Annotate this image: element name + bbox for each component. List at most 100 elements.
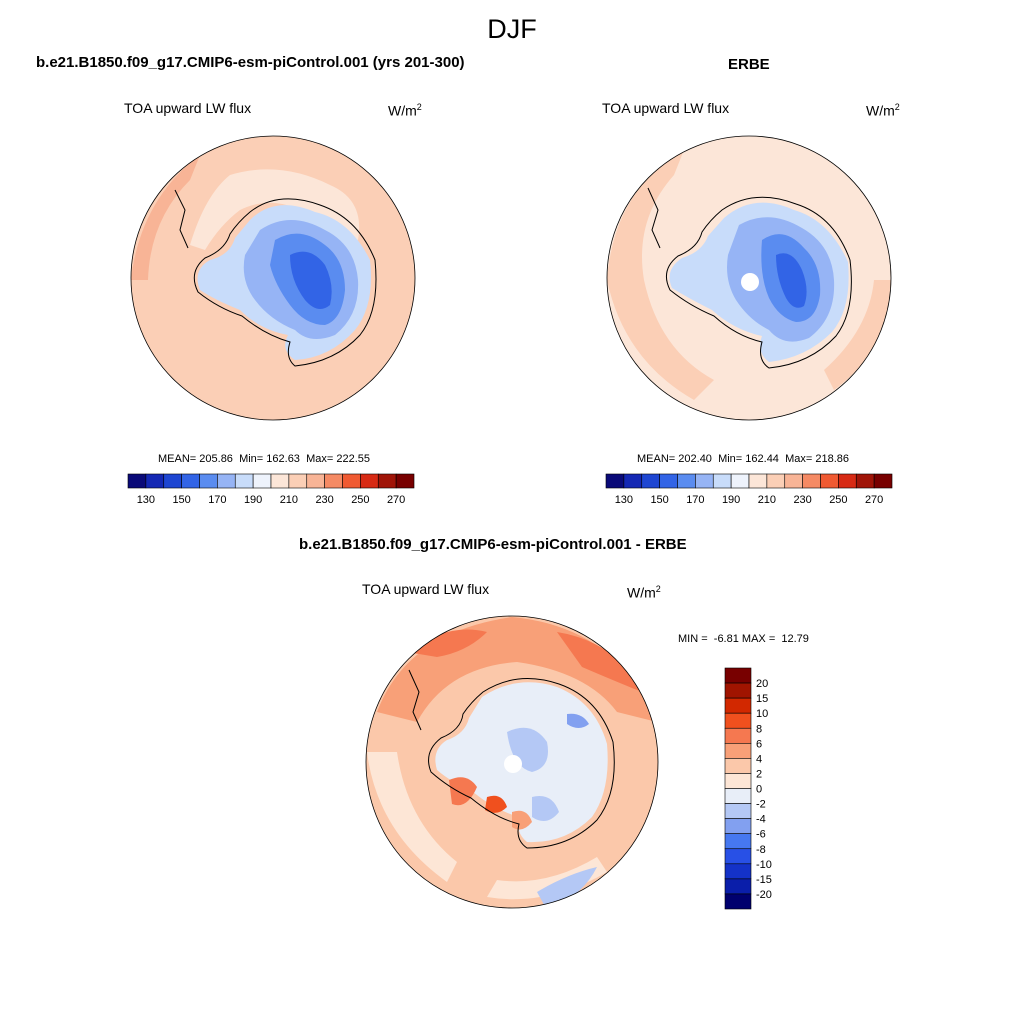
model-stats: MEAN= 205.86 Min= 162.63 Max= 222.55 <box>158 453 370 465</box>
model-colorbar-swatch <box>217 473 236 489</box>
obs-colorbar-label: 130 <box>615 494 633 506</box>
obs-colorbar: 130 150 170 190 210 230 250 270 <box>605 473 893 506</box>
diff-colorbar-label: -10 <box>756 859 772 871</box>
diff-colorbar-label: 8 <box>756 723 762 735</box>
diff-north-patch-2 <box>557 632 642 692</box>
obs-colorbar-label: 230 <box>793 494 811 506</box>
obs-map-border <box>606 135 892 421</box>
model-colorbar-swatch <box>234 473 254 489</box>
diff-missing-data-pole <box>504 755 522 773</box>
model-colorbar-swatch <box>127 473 147 489</box>
model-colorbar-swatch <box>324 473 343 489</box>
obs-east-edge-band <box>824 280 891 390</box>
model-colorbar-label: 270 <box>387 494 405 506</box>
model-antarctica-core <box>290 251 332 309</box>
diff-colorbar-swatch <box>724 893 752 910</box>
diff-colorbar-swatch <box>724 848 752 865</box>
model-colorbar-swatch <box>377 473 397 489</box>
model-field-label: TOA upward LW flux <box>124 100 252 116</box>
diff-south-negative-patch <box>537 867 597 908</box>
obs-colorbar-swatch <box>873 473 893 489</box>
diff-colorbar-swatch <box>724 743 752 759</box>
diff-antarctica-negative-2 <box>567 713 589 728</box>
obs-colorbar-swatch <box>784 473 803 489</box>
diff-west-pale-band <box>367 752 457 882</box>
model-colorbar-swatch <box>252 473 272 489</box>
diff-colorbar-swatch <box>724 682 752 699</box>
diff-colorbar-swatch <box>724 727 752 744</box>
model-panel-title: b.e21.B1850.f09_g17.CMIP6-esm-piControl.… <box>36 54 465 71</box>
diff-polar-map <box>365 615 659 909</box>
diff-colorbar-label: -2 <box>756 799 766 811</box>
model-colorbar-label: 170 <box>208 494 226 506</box>
obs-stats: MEAN= 202.40 Min= 162.44 Max= 218.86 <box>637 453 849 465</box>
diff-colorbar-label: -20 <box>756 889 772 901</box>
diff-colorbar-swatch <box>724 863 752 880</box>
diff-units: W/m2 <box>627 584 661 601</box>
obs-panel-title: ERBE <box>728 56 770 73</box>
obs-colorbar-swatch <box>695 473 714 489</box>
obs-colorbar-swatch <box>623 473 643 489</box>
obs-colorbar-swatch <box>730 473 750 489</box>
obs-colorbar-swatch <box>659 473 678 489</box>
obs-units: W/m2 <box>866 102 900 119</box>
obs-colorbar-swatch <box>605 473 625 489</box>
diff-map-border <box>365 615 659 909</box>
diff-field-label: TOA upward LW flux <box>362 581 490 597</box>
model-colorbar-swatch <box>342 473 361 489</box>
obs-colorbar-swatch <box>855 473 875 489</box>
obs-field-label: TOA upward LW flux <box>602 100 730 116</box>
obs-colorbar-label: 150 <box>650 494 668 506</box>
diff-antarctica-negative-3 <box>532 796 559 821</box>
obs-colorbar-swatch <box>641 473 660 489</box>
model-colorbar-label: 190 <box>244 494 262 506</box>
diff-colorbar-label: 0 <box>756 784 762 796</box>
diff-panel-title: b.e21.B1850.f09_g17.CMIP6-esm-piControl.… <box>299 536 687 553</box>
model-colorbar-swatch <box>145 473 165 489</box>
diff-colorbar-swatch <box>724 803 752 819</box>
diff-coastline <box>408 669 615 849</box>
model-colorbar-swatch <box>306 473 325 489</box>
model-map-border <box>130 135 416 421</box>
obs-edge-band <box>607 150 714 400</box>
diff-colorbar-label: 2 <box>756 768 762 780</box>
diff-colorbar-swatch <box>724 758 752 774</box>
diff-south-pale-band <box>487 857 607 900</box>
figure-title: DJF <box>487 14 537 44</box>
obs-colorbar-swatch <box>677 473 696 489</box>
model-colorbar-swatch <box>270 473 290 489</box>
obs-colorbar-swatch <box>748 473 768 489</box>
model-colorbar-swatch <box>163 473 182 489</box>
model-colorbar-swatch <box>199 473 218 489</box>
diff-antarctica-positive-2 <box>485 795 507 813</box>
model-colorbar-label: 230 <box>315 494 333 506</box>
obs-colorbar-label: 190 <box>722 494 740 506</box>
diff-antarctica-positive-1 <box>449 777 477 806</box>
model-colorbar-swatch <box>288 473 308 489</box>
model-coastline <box>174 189 377 367</box>
diff-colorbar-swatch <box>724 788 752 804</box>
diff-colorbar-swatch <box>724 878 752 895</box>
diff-colorbar-label: -4 <box>756 814 766 826</box>
obs-polar-map <box>606 135 892 421</box>
obs-colorbar-label: 250 <box>829 494 847 506</box>
model-colorbar-swatch <box>181 473 200 489</box>
diff-colorbar-swatch <box>724 833 752 850</box>
model-colorbar: 130 150 170 190 210 230 250 270 <box>127 473 415 506</box>
diff-colorbar-swatch <box>724 712 752 729</box>
diff-colorbar-label: 10 <box>756 708 768 720</box>
diff-colorbar-swatch <box>724 773 752 789</box>
model-colorbar-swatch <box>395 473 415 489</box>
obs-colorbar-swatch <box>712 473 732 489</box>
model-polar-map <box>130 135 416 421</box>
diff-colorbar-swatch <box>724 818 752 834</box>
obs-colorbar-label: 210 <box>758 494 776 506</box>
obs-coastline <box>647 187 852 369</box>
diff-colorbar-swatch <box>724 667 752 684</box>
model-units: W/m2 <box>388 102 422 119</box>
obs-colorbar-swatch <box>766 473 786 489</box>
diff-north-patch-1 <box>407 629 487 657</box>
diff-minmax: MIN = -6.81 MAX = 12.79 <box>678 633 809 645</box>
diff-colorbar-label: -6 <box>756 829 766 841</box>
obs-colorbar-label: 270 <box>865 494 883 506</box>
